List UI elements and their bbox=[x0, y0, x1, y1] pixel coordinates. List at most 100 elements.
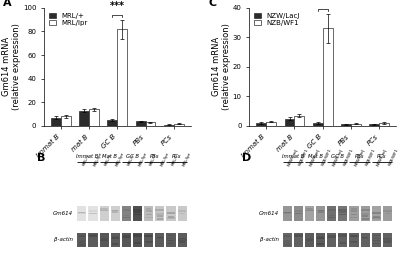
Bar bbox=[372, 238, 381, 239]
Bar bbox=[316, 232, 325, 247]
Bar bbox=[318, 236, 324, 237]
Bar bbox=[361, 209, 370, 211]
Bar bbox=[340, 243, 346, 244]
Bar bbox=[146, 241, 152, 243]
Text: NZB/WF1: NZB/WF1 bbox=[343, 148, 354, 167]
Bar bbox=[313, 123, 323, 126]
Bar bbox=[178, 210, 186, 212]
Text: PCs: PCs bbox=[377, 154, 387, 159]
Bar bbox=[383, 210, 392, 212]
Bar bbox=[384, 241, 391, 243]
Bar bbox=[266, 121, 276, 126]
Bar bbox=[134, 243, 141, 244]
Bar bbox=[328, 217, 335, 218]
Bar bbox=[295, 210, 302, 212]
Bar bbox=[133, 234, 142, 237]
Bar bbox=[112, 236, 118, 237]
Bar bbox=[384, 238, 392, 239]
Bar bbox=[379, 123, 389, 126]
Bar bbox=[100, 239, 108, 241]
Bar bbox=[373, 240, 380, 241]
Text: NZB/WF1: NZB/WF1 bbox=[298, 148, 310, 167]
Bar bbox=[327, 237, 336, 238]
Bar bbox=[146, 208, 152, 210]
Bar bbox=[329, 235, 334, 237]
Bar bbox=[146, 213, 152, 215]
Text: ***: *** bbox=[315, 0, 330, 5]
Bar bbox=[167, 217, 175, 219]
Bar bbox=[112, 211, 118, 213]
Bar bbox=[77, 232, 86, 247]
Bar bbox=[146, 122, 156, 126]
Bar bbox=[178, 240, 186, 242]
Text: β-actin: β-actin bbox=[54, 237, 73, 242]
Bar bbox=[155, 232, 164, 247]
Bar bbox=[117, 29, 127, 126]
Bar bbox=[351, 235, 357, 237]
Bar bbox=[79, 235, 85, 237]
Bar bbox=[78, 212, 86, 214]
Bar bbox=[89, 213, 97, 214]
Text: PCs: PCs bbox=[172, 154, 181, 159]
Text: NZW/LacJ: NZW/LacJ bbox=[376, 147, 388, 167]
Bar bbox=[350, 232, 359, 247]
Bar bbox=[361, 206, 370, 221]
Bar bbox=[111, 210, 119, 211]
Bar bbox=[157, 237, 163, 239]
Bar bbox=[156, 218, 163, 220]
Bar bbox=[294, 235, 302, 237]
Bar bbox=[157, 215, 163, 217]
Bar bbox=[328, 209, 336, 211]
Bar bbox=[317, 210, 324, 211]
Bar bbox=[145, 217, 153, 218]
Bar bbox=[284, 235, 290, 237]
Bar bbox=[155, 206, 164, 221]
Text: MRL/lpr: MRL/lpr bbox=[182, 151, 192, 167]
Bar bbox=[144, 232, 153, 247]
Bar bbox=[111, 232, 120, 247]
Bar bbox=[339, 214, 347, 215]
Bar bbox=[283, 212, 292, 214]
Bar bbox=[112, 243, 118, 245]
Bar bbox=[283, 232, 292, 247]
Bar bbox=[112, 237, 119, 239]
Text: Immat B: Immat B bbox=[282, 154, 304, 159]
Bar bbox=[306, 208, 313, 210]
Text: MRL/lpr: MRL/lpr bbox=[138, 151, 148, 167]
Text: MRL/+: MRL/+ bbox=[82, 153, 91, 167]
Bar bbox=[351, 124, 361, 126]
Bar bbox=[166, 232, 176, 247]
Text: MRL/lpr: MRL/lpr bbox=[115, 151, 126, 167]
Bar bbox=[295, 235, 302, 236]
Bar bbox=[351, 210, 357, 212]
Text: MRL/+: MRL/+ bbox=[171, 153, 180, 167]
Y-axis label: Gm614 mRNA
(relative expression): Gm614 mRNA (relative expression) bbox=[2, 23, 22, 110]
Bar bbox=[146, 210, 152, 212]
Bar bbox=[383, 232, 392, 247]
Bar bbox=[350, 235, 358, 237]
Bar bbox=[144, 235, 153, 237]
Bar bbox=[327, 232, 336, 247]
Bar bbox=[79, 110, 89, 126]
Legend: MRL/+, MRL/lpr: MRL/+, MRL/lpr bbox=[48, 11, 89, 28]
Bar bbox=[362, 237, 368, 238]
Text: MRL/lpr: MRL/lpr bbox=[160, 151, 170, 167]
Bar bbox=[369, 125, 379, 126]
Bar bbox=[350, 217, 358, 218]
Bar bbox=[178, 232, 187, 247]
Bar bbox=[362, 215, 368, 217]
Text: PBs: PBs bbox=[150, 154, 159, 159]
Bar bbox=[88, 235, 97, 237]
Bar bbox=[372, 232, 381, 247]
Bar bbox=[90, 210, 96, 212]
Text: NZB/WF1: NZB/WF1 bbox=[365, 148, 377, 167]
Bar bbox=[156, 213, 164, 214]
Text: Gm614: Gm614 bbox=[258, 211, 279, 216]
Text: Mat B: Mat B bbox=[308, 154, 322, 159]
Bar bbox=[124, 235, 129, 237]
Bar bbox=[373, 216, 380, 218]
Bar bbox=[134, 211, 141, 212]
Bar bbox=[341, 125, 351, 126]
Bar bbox=[283, 206, 292, 221]
Bar bbox=[122, 237, 131, 238]
